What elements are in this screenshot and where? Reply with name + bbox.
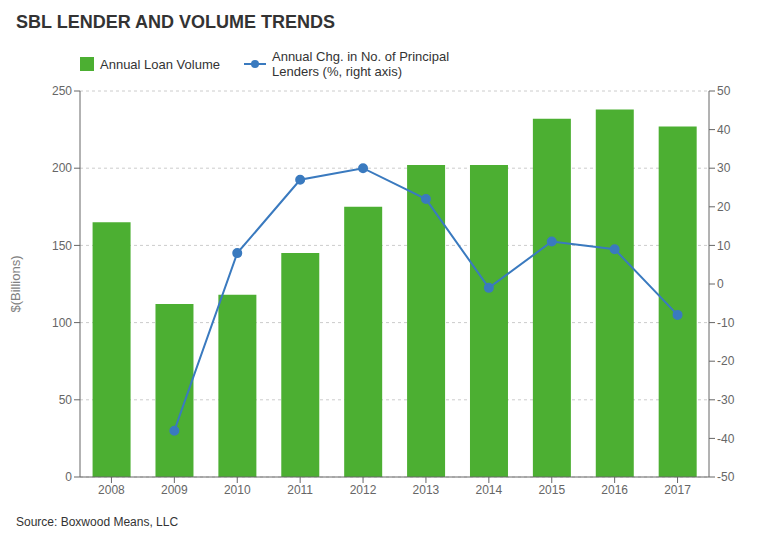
svg-text:-30: -30 [717,393,735,407]
svg-text:-40: -40 [717,432,735,446]
svg-text:10: 10 [717,239,731,253]
svg-text:30: 30 [717,161,731,175]
svg-text:2012: 2012 [350,483,377,497]
svg-text:-20: -20 [717,354,735,368]
svg-text:-50: -50 [717,470,735,484]
svg-text:2016: 2016 [601,483,628,497]
svg-text:100: 100 [52,316,72,330]
html-text:Annual Loan Volume: Annual Loan Volume [100,56,220,72]
svg-text:40: 40 [717,123,731,137]
html-text:Source: Boxwood Means, LLC: Source: Boxwood Means, LLC [16,515,179,529]
svg-text:2015: 2015 [538,483,565,497]
svg-text:-10: -10 [717,316,735,330]
html-text:Lenders (%, right axis): Lenders (%, right axis) [272,64,402,79]
svg-text:2017: 2017 [664,483,691,497]
svg-text:50: 50 [59,393,73,407]
html-text:SBL LENDER AND VOLUME TRENDS: SBL LENDER AND VOLUME TRENDS [16,11,335,32]
svg-text:2009: 2009 [161,483,188,497]
svg-text:2010: 2010 [224,483,251,497]
svg-text:0: 0 [65,470,72,484]
svg-text:150: 150 [52,239,72,253]
html-text:Annual Chg. in No. of Principa: Annual Chg. in No. of Principal [272,49,449,64]
svg-text:2014: 2014 [475,483,502,497]
svg-text:2011: 2011 [287,483,313,497]
svg-text:250: 250 [52,84,72,98]
svg-text:50: 50 [717,84,731,98]
svg-text:$(Billions): $(Billions) [8,255,23,312]
svg-text:200: 200 [52,161,72,175]
svg-text:0: 0 [717,277,724,291]
svg-text:2008: 2008 [98,483,125,497]
svg-text:20: 20 [717,200,731,214]
svg-text:2013: 2013 [413,483,440,497]
